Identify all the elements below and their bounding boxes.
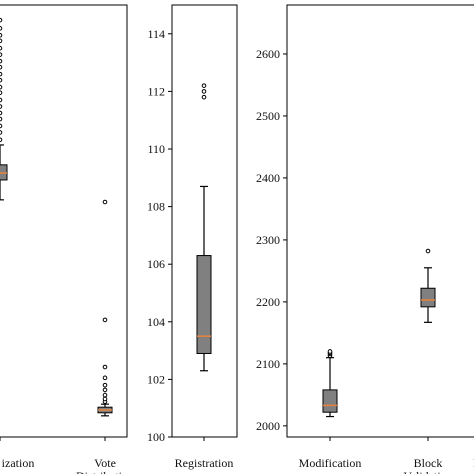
flier (102, 199, 108, 205)
flier (0, 77, 3, 83)
flier (102, 317, 108, 323)
x-tick-label-line: Distribution (76, 469, 134, 474)
y-tick-label: 108 (147, 200, 165, 214)
flier (425, 248, 431, 254)
box (196, 255, 212, 354)
flier (0, 137, 3, 143)
y-tick-label: 114 (147, 27, 165, 41)
y-tick-label: 2000 (256, 419, 280, 433)
y-tick-label: 104 (147, 315, 165, 329)
flier (201, 83, 207, 88)
flier (0, 38, 3, 44)
flier (327, 349, 333, 354)
flier (102, 364, 108, 370)
y-tick-label: 2500 (256, 109, 280, 123)
flier (102, 387, 108, 393)
y-tick-label: 112 (147, 84, 165, 98)
box (420, 287, 436, 308)
y-tick-label: 106 (147, 257, 165, 271)
y-tick-label: 100 (147, 430, 165, 444)
y-tick-label: 2400 (256, 171, 280, 185)
flier (0, 110, 3, 116)
y-tick-label: 2100 (256, 357, 280, 371)
flier (0, 17, 3, 23)
flier (0, 32, 3, 38)
box (322, 389, 338, 413)
flier (0, 116, 3, 122)
x-tick-label-line: ization (2, 456, 35, 470)
flier (0, 84, 3, 90)
flier (0, 97, 3, 103)
y-tick-label: 2300 (256, 233, 280, 247)
y-tick-label: 110 (147, 142, 165, 156)
x-tick-label: Modification (299, 456, 362, 470)
flier (0, 90, 3, 95)
axes-frame (0, 4, 128, 438)
x-tick-label-line: Modification (299, 456, 362, 470)
x-tick-label-line: Registration (175, 456, 234, 470)
x-tick-label: ization (2, 456, 35, 470)
flier (201, 89, 207, 94)
flier (102, 375, 108, 381)
flier (0, 45, 3, 51)
flier (0, 52, 3, 57)
x-tick-label-line: Validation (403, 469, 452, 474)
flier (102, 382, 108, 388)
x-tick-label-line: Vote (94, 456, 116, 470)
flier (0, 123, 3, 129)
x-tick-label: BlockValidation (403, 456, 452, 474)
x-tick-label-line: Block (414, 456, 443, 470)
flier (0, 58, 3, 64)
flier (0, 64, 3, 70)
flier (0, 71, 3, 77)
y-tick-label: 2200 (256, 295, 280, 309)
flier (0, 104, 3, 109)
x-tick-label: Registration (175, 456, 234, 470)
flier (102, 392, 108, 398)
axes-frame (286, 4, 474, 438)
y-tick-label: 2600 (256, 47, 280, 61)
flier (0, 130, 3, 135)
x-tick-label: VoteDistribution (76, 456, 134, 474)
y-tick-label: 102 (147, 372, 165, 386)
flier (201, 94, 207, 100)
flier (102, 396, 108, 402)
flier (0, 26, 3, 31)
